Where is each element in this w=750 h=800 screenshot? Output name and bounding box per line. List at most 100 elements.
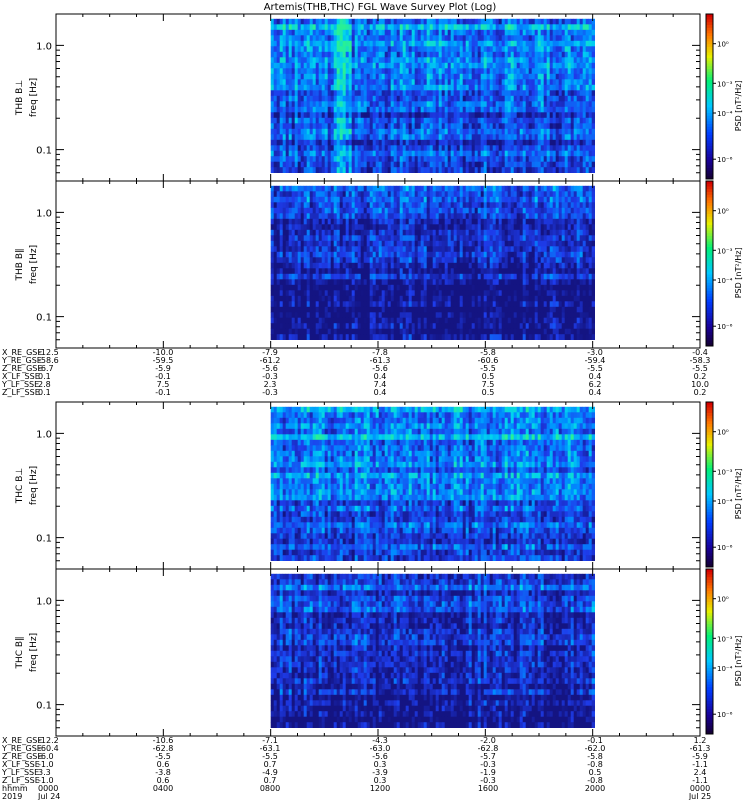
ephemeris-value: 0.6 (157, 760, 170, 769)
ephemeris-value: -6.7 (38, 364, 54, 373)
colorbar-swatch (706, 454, 713, 458)
colorbar-swatch (706, 321, 713, 325)
ephemeris-value: -63.1 (260, 744, 281, 753)
colorbar-swatch (706, 85, 713, 89)
year-label: 2019 (2, 792, 22, 800)
colorbar-swatch (706, 324, 713, 328)
colorbar-swatch (706, 236, 713, 240)
colorbar-swatch (706, 731, 713, 735)
colorbar-swatch (706, 255, 713, 259)
y-tick-label: 1.0 (36, 596, 52, 607)
ephemeris-value: -5.7 (480, 752, 496, 761)
ephemeris-row-label: X_RE_GSE (2, 348, 42, 357)
colorbar-swatch (706, 165, 713, 169)
colorbar-swatch (706, 154, 713, 158)
date-label: Jul 24 (37, 792, 60, 800)
time-tick-label: 0000 (690, 784, 710, 793)
colorbar-swatch (706, 22, 713, 26)
ephemeris-value: 0.7 (264, 760, 277, 769)
colorbar-swatch (706, 687, 713, 691)
ephemeris-value: -0.8 (587, 760, 603, 769)
colorbar-swatch (706, 492, 713, 496)
colorbar-swatch (706, 47, 713, 51)
colorbar-swatch (706, 197, 713, 201)
colorbar-swatch (706, 725, 713, 729)
ephemeris-value: -58.6 (38, 356, 59, 365)
colorbar-swatch (706, 542, 713, 546)
colorbar-label: PSD [nT²/Hz] (734, 635, 743, 686)
ephemeris-value: -5.6 (262, 364, 278, 373)
colorbar-swatch (706, 285, 713, 289)
ephemeris-value: 7.4 (374, 380, 387, 389)
ephemeris-value: -3.8 (155, 768, 171, 777)
ephemeris-value: -3.0 (587, 348, 603, 357)
colorbar-swatch (706, 252, 713, 256)
colorbar-swatch (706, 470, 713, 474)
colorbar-swatch (706, 33, 713, 37)
colorbar-swatch (706, 137, 713, 141)
ephemeris-value: 1.2 (694, 736, 707, 745)
colorbar-swatch (706, 140, 713, 144)
colorbar-swatch (706, 58, 713, 62)
ephemeris-row-label: X_LF_SSE (2, 372, 40, 381)
colorbar-swatch (706, 509, 713, 513)
ephemeris-value: -59.5 (153, 356, 174, 365)
colorbar-swatch (706, 168, 713, 172)
colorbar-swatch (706, 238, 713, 242)
colorbar-swatch (706, 49, 713, 53)
colorbar: 10⁰ 10⁻³ 10⁻⁴ 10⁻⁶ PSD [nT²/Hz] (705, 401, 743, 568)
colorbar-swatch (706, 194, 713, 198)
colorbar-swatch (706, 335, 713, 339)
colorbar-swatch (706, 77, 713, 81)
hhmm-label: hhmm (2, 784, 28, 793)
colorbar-swatch (706, 307, 713, 311)
ephemeris-value: -3.9 (372, 768, 388, 777)
colorbar-swatch (706, 553, 713, 557)
colorbar-swatch (706, 446, 713, 450)
y-tick-label: 1.0 (36, 208, 52, 219)
colorbar-swatch (706, 618, 713, 622)
colorbar-swatch (706, 291, 713, 295)
colorbar-swatch (706, 709, 713, 713)
colorbar-swatch (706, 443, 713, 447)
colorbar-swatch (706, 200, 713, 204)
colorbar-swatch (706, 448, 713, 452)
ephemeris-value: -1.9 (480, 768, 496, 777)
colorbar-swatch (706, 260, 713, 264)
colorbar-swatch (706, 629, 713, 633)
colorbar-swatch (706, 637, 713, 641)
colorbar-swatch (706, 610, 713, 614)
colorbar-swatch (706, 418, 713, 422)
ephemeris-value: 6.2 (589, 380, 602, 389)
spectrogram-panel-thc-perp: 1.0 0.1 THC B⊥ freq [Hz] 10⁰ 10⁻³ 10⁻⁴ 10⁻⁶ PSD … (15, 401, 743, 570)
colorbar-swatch (706, 723, 713, 727)
ephemeris-value: 0.6 (157, 776, 170, 785)
colorbar-swatch (706, 148, 713, 152)
colorbar-swatch (706, 189, 713, 193)
colorbar-swatch (706, 340, 713, 344)
colorbar-swatch (706, 457, 713, 461)
colorbar-swatch (706, 692, 713, 696)
colorbar-swatch (706, 74, 713, 78)
colorbar-tick-label: 10⁻⁴ (717, 498, 733, 506)
colorbar-swatch (706, 247, 713, 251)
colorbar-swatch (706, 550, 713, 554)
ephemeris-value: -0.8 (587, 776, 603, 785)
colorbar-swatch (706, 14, 713, 18)
ephemeris-value: -4.3 (372, 736, 388, 745)
colorbar-swatch (706, 440, 713, 444)
y-tick-label: 1.0 (36, 429, 52, 440)
colorbar-swatch (706, 404, 713, 408)
colorbar-swatch (706, 282, 713, 286)
colorbar-swatch (706, 151, 713, 155)
ephemeris-value: 2.4 (694, 768, 707, 777)
colorbar-swatch (706, 159, 713, 163)
colorbar-swatch (706, 407, 713, 411)
colorbar-frame (705, 13, 714, 180)
colorbar-swatch (706, 569, 713, 573)
colorbar-swatch (706, 624, 713, 628)
colorbar-swatch (706, 536, 713, 540)
colorbar-swatch (706, 534, 713, 538)
colorbar-tick-label: 10⁰ (717, 596, 729, 604)
colorbar-swatch (706, 146, 713, 150)
